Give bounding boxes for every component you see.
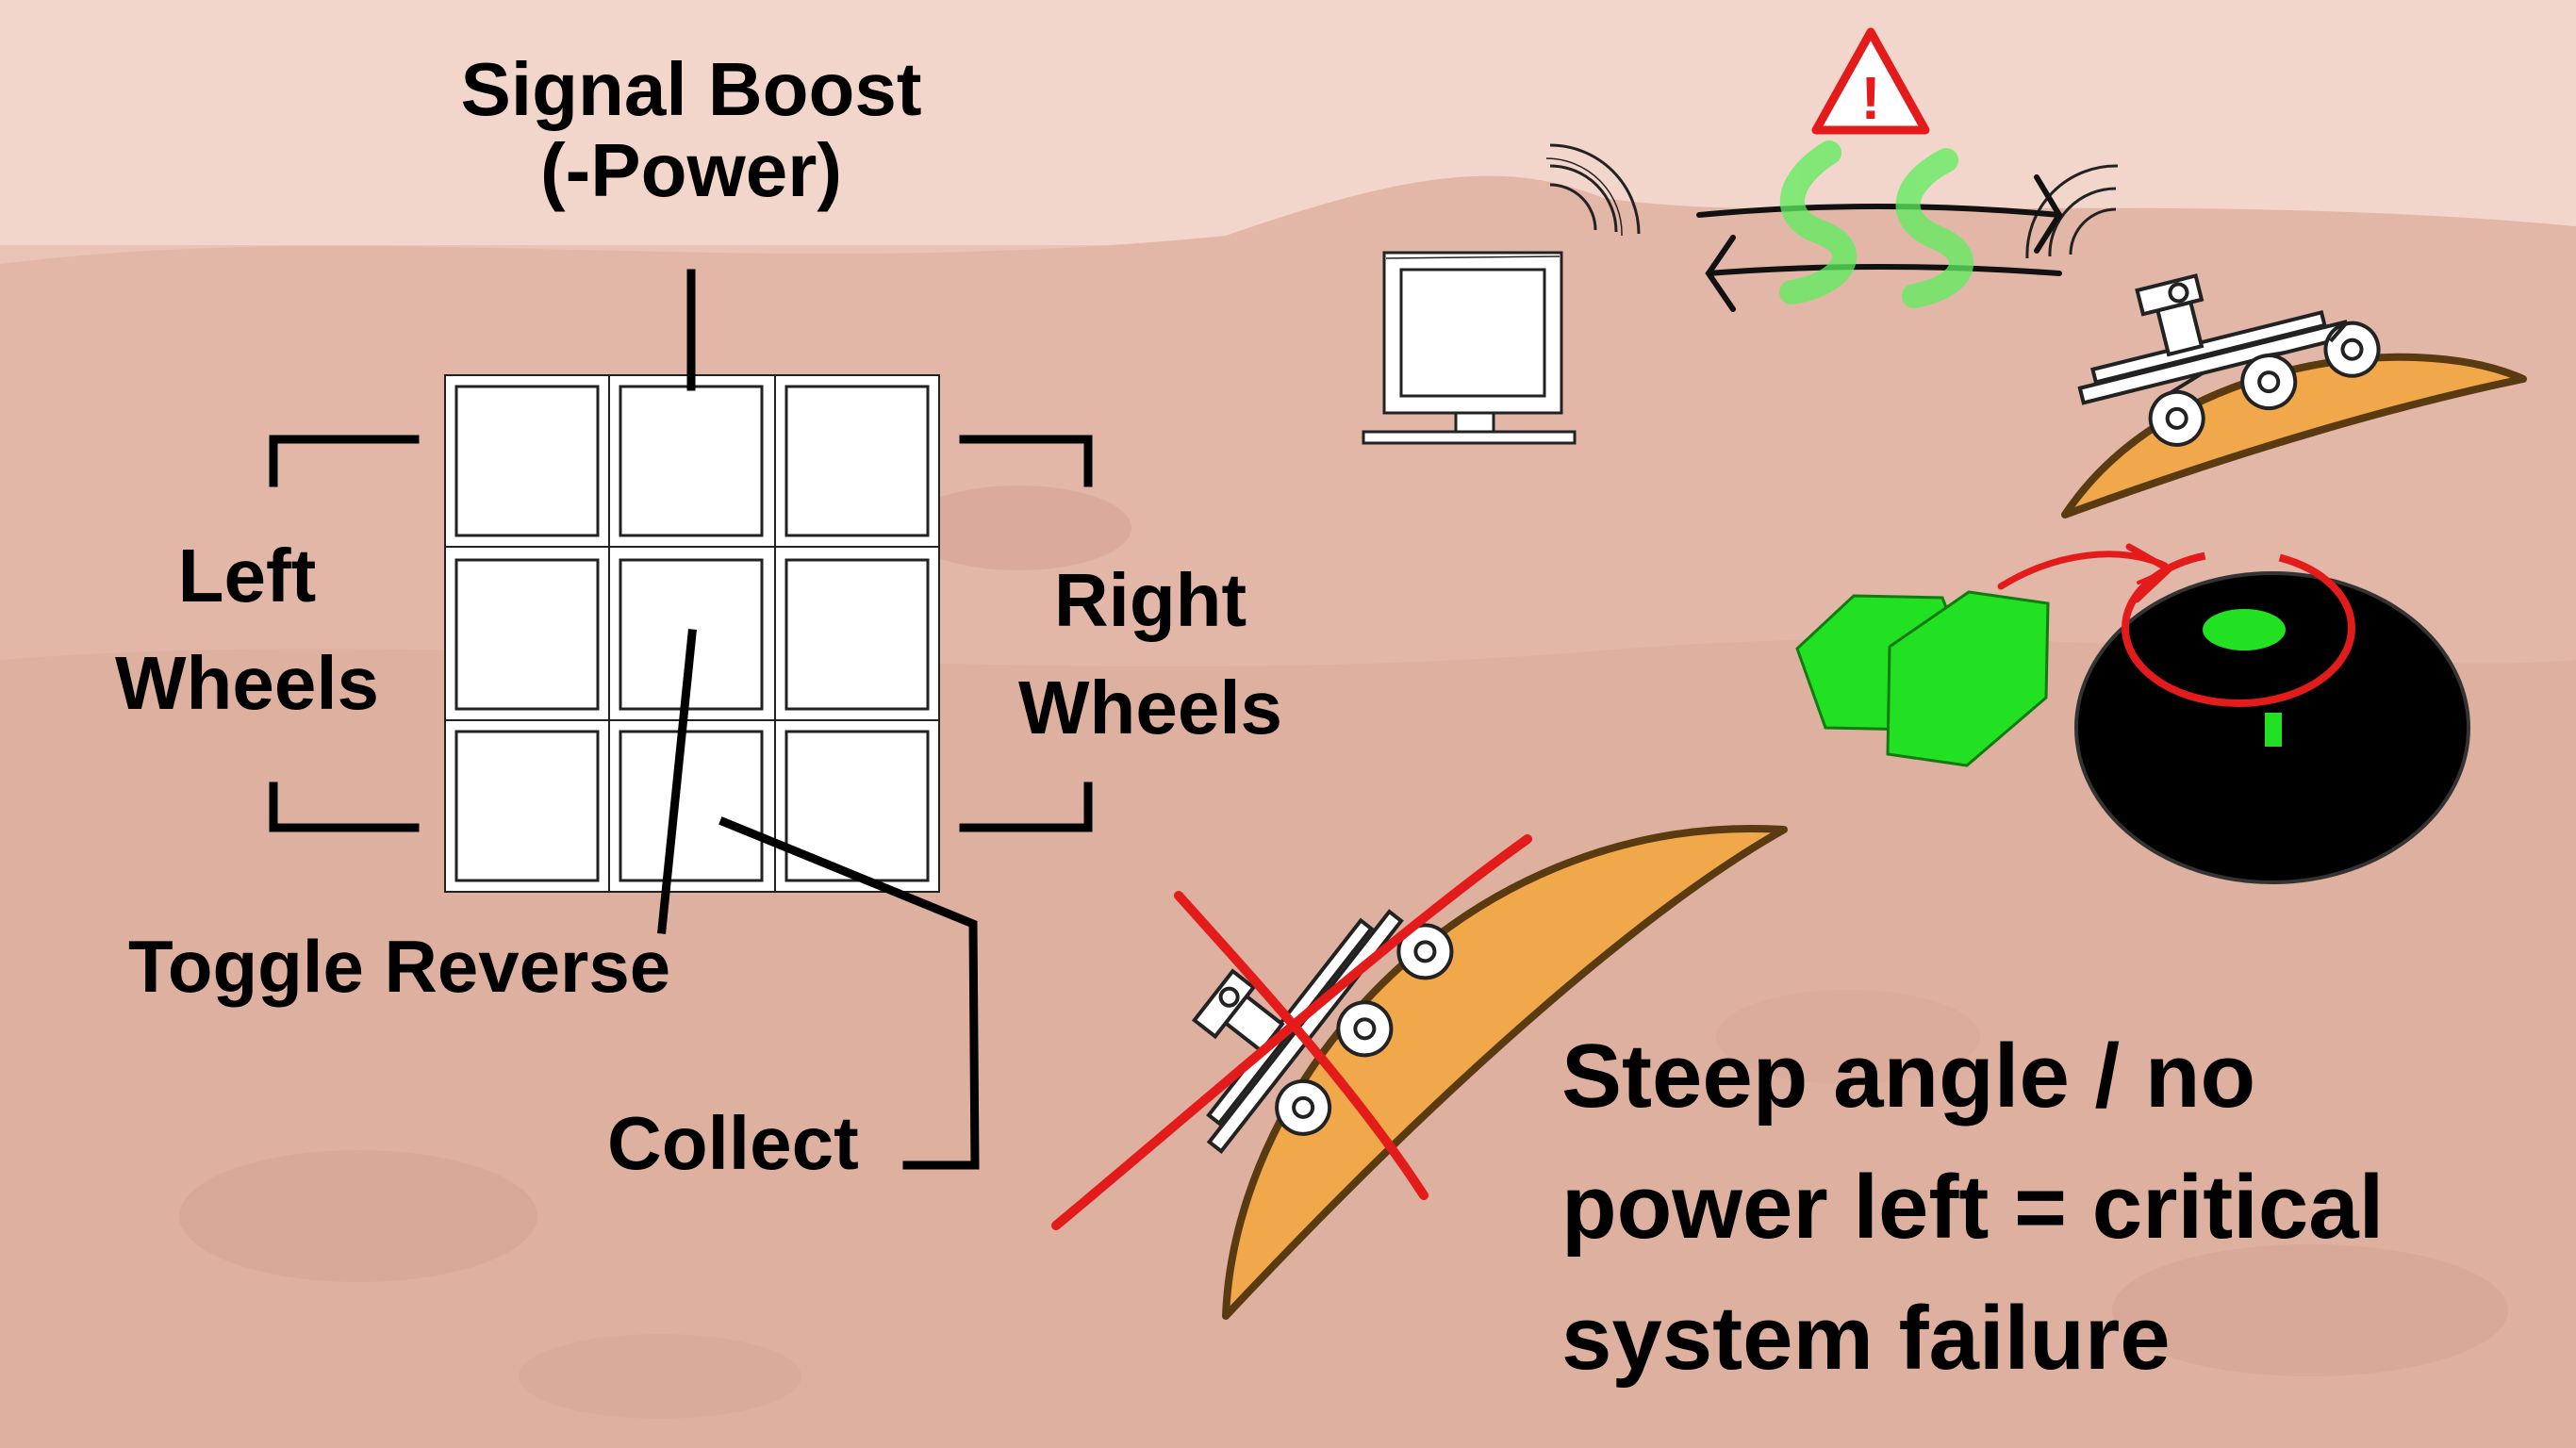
left-wheels-line1: Left (177, 534, 317, 617)
right-wheels-line2: Wheels (1017, 665, 1283, 749)
signal-arcs-right (2025, 164, 2119, 259)
rover-icon (2077, 273, 2381, 447)
left-wheels-bracket-top (269, 435, 420, 487)
warning-glyph: ! (1860, 64, 1880, 132)
failure-line3: system failure (1561, 1288, 2171, 1390)
toggle-reverse-label: Toggle Reverse (128, 925, 671, 1008)
failure-line2: power left = critical (1561, 1157, 2385, 1259)
failure-line1: Steep angle / no (1561, 1026, 2256, 1127)
grid-cell-3-1[interactable] (454, 730, 600, 882)
left-wheels-label: Left Wheels (81, 522, 413, 736)
grid-cell-1-1[interactable] (454, 385, 600, 537)
signal-boost-line2: (-Power) (540, 127, 842, 212)
leader-lines (269, 269, 1093, 1170)
scanner-red-ring (2122, 549, 2355, 707)
hexagon-sample-icon (1795, 590, 2050, 767)
grid-cell-1-3[interactable] (784, 385, 930, 537)
right-wheels-line1: Right (1053, 558, 1247, 642)
right-wheels-label: Right Wheels (981, 547, 1320, 761)
grid-cell-2-3[interactable] (784, 558, 930, 711)
signal-wave-icon (1779, 140, 1973, 308)
left-wheels-line2: Wheels (114, 640, 380, 725)
cross-icon (1051, 834, 1532, 1230)
toggle-reverse-leader (657, 629, 697, 934)
signal-boost-label: Signal Boost (-Power) (434, 49, 949, 210)
grid-cell-1-2[interactable] (619, 385, 764, 537)
right-wheels-bracket-top (959, 435, 1093, 487)
computer-monitor-icon (1362, 251, 1577, 445)
grid-cell-2-1[interactable] (454, 558, 600, 711)
scanner-icon (2074, 549, 2470, 884)
transmission-arrows (1696, 174, 2063, 312)
collect-leader (718, 816, 980, 1170)
signal-boost-line1: Signal Boost (460, 47, 922, 131)
right-wheels-bracket-bottom (959, 782, 1093, 832)
collect-label: Collect (607, 1101, 859, 1185)
warning-icon: ! (1811, 27, 1930, 135)
grid-cell-3-2[interactable] (619, 730, 764, 882)
left-wheels-bracket-bottom (269, 782, 420, 832)
failure-message: Steep angle / no power left = critical s… (1561, 1011, 2384, 1405)
signal-arcs-left (1545, 143, 1641, 237)
